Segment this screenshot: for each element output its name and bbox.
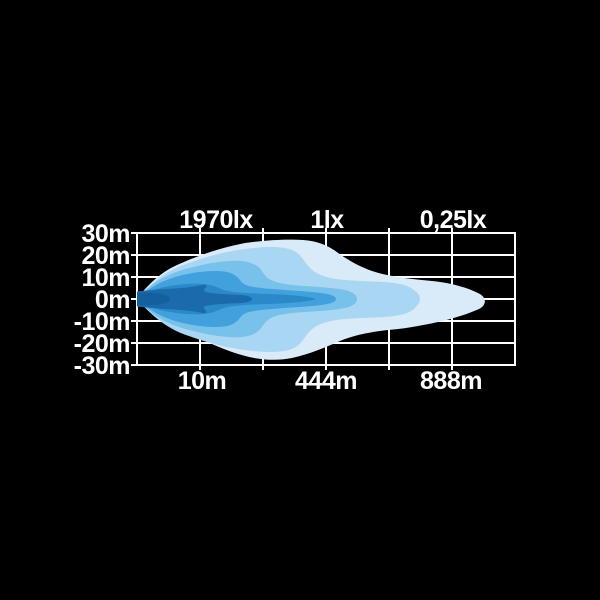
y-label-n10m: -10m: [74, 308, 130, 336]
y-label-20m: 20m: [81, 242, 130, 270]
y-label-n20m: -20m: [74, 330, 130, 358]
isolux-contour-6: [137, 292, 170, 306]
top-label-1lx: 1lx: [310, 206, 344, 234]
top-label-025lx: 0,25lx: [420, 206, 487, 234]
y-label-10m: 10m: [81, 264, 130, 292]
isolux-contour-5: [137, 284, 252, 314]
top-label-1970lx: 1970lx: [179, 206, 253, 234]
y-label-n30m: -30m: [74, 352, 130, 380]
beam-contours: [137, 239, 485, 360]
axis-labels: 1970lx 1lx 0,25lx 30m 20m 10m 0m -10m -2…: [74, 206, 488, 395]
x-label-10m: 10m: [178, 367, 227, 395]
x-label-444m: 444m: [295, 367, 357, 395]
y-label-0m: 0m: [95, 286, 130, 314]
y-label-30m: 30m: [81, 220, 130, 248]
x-label-888m: 888m: [420, 367, 482, 395]
